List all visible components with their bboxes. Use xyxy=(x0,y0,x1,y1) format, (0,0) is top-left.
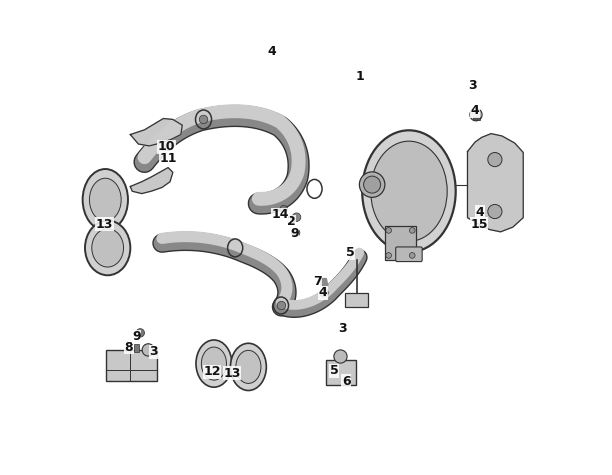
Text: 12: 12 xyxy=(203,365,221,378)
Text: 1: 1 xyxy=(356,70,365,84)
Text: 4: 4 xyxy=(476,206,484,219)
FancyBboxPatch shape xyxy=(106,350,157,381)
Ellipse shape xyxy=(231,343,266,390)
Circle shape xyxy=(386,228,392,233)
Text: 3: 3 xyxy=(468,79,477,92)
Circle shape xyxy=(470,109,482,121)
Circle shape xyxy=(142,344,154,356)
Ellipse shape xyxy=(92,229,124,267)
Circle shape xyxy=(386,253,392,258)
Circle shape xyxy=(409,228,415,233)
Circle shape xyxy=(334,350,347,363)
Text: 7: 7 xyxy=(313,276,322,288)
FancyBboxPatch shape xyxy=(386,226,417,260)
Text: 9: 9 xyxy=(290,227,299,240)
FancyBboxPatch shape xyxy=(396,247,422,262)
Text: 10: 10 xyxy=(158,140,176,153)
Circle shape xyxy=(200,115,208,124)
Circle shape xyxy=(277,301,286,310)
Text: 3: 3 xyxy=(149,345,159,358)
Polygon shape xyxy=(468,133,523,232)
Text: 6: 6 xyxy=(342,375,351,388)
Text: 9: 9 xyxy=(132,330,141,343)
Circle shape xyxy=(280,205,288,213)
Text: 4: 4 xyxy=(319,286,327,299)
Bar xyxy=(134,344,139,352)
Ellipse shape xyxy=(362,130,456,252)
Text: 13: 13 xyxy=(95,218,113,231)
Circle shape xyxy=(136,329,144,337)
Polygon shape xyxy=(130,118,182,146)
Text: 3: 3 xyxy=(338,322,347,335)
Text: 4: 4 xyxy=(267,46,277,58)
Polygon shape xyxy=(130,168,173,194)
Text: 5: 5 xyxy=(346,246,354,259)
Text: 13: 13 xyxy=(223,367,241,380)
FancyBboxPatch shape xyxy=(345,293,368,307)
Ellipse shape xyxy=(83,169,128,230)
Ellipse shape xyxy=(371,141,447,241)
Ellipse shape xyxy=(201,347,226,380)
Ellipse shape xyxy=(236,351,261,383)
Circle shape xyxy=(288,216,296,223)
Circle shape xyxy=(359,172,385,197)
Text: 15: 15 xyxy=(470,218,488,231)
Text: 4: 4 xyxy=(471,104,479,117)
Text: 14: 14 xyxy=(272,209,289,221)
Text: 11: 11 xyxy=(159,152,177,165)
Ellipse shape xyxy=(85,220,130,276)
Ellipse shape xyxy=(196,340,232,387)
Circle shape xyxy=(293,213,301,221)
Circle shape xyxy=(291,228,300,237)
Circle shape xyxy=(409,253,415,258)
Ellipse shape xyxy=(89,178,121,221)
Circle shape xyxy=(488,204,502,218)
Text: 2: 2 xyxy=(286,216,295,228)
Circle shape xyxy=(319,288,328,297)
Polygon shape xyxy=(319,278,327,286)
Bar xyxy=(472,116,480,120)
Text: 5: 5 xyxy=(330,364,338,377)
Circle shape xyxy=(364,176,381,193)
Text: 8: 8 xyxy=(125,341,133,353)
FancyBboxPatch shape xyxy=(326,360,356,385)
Circle shape xyxy=(488,152,502,167)
